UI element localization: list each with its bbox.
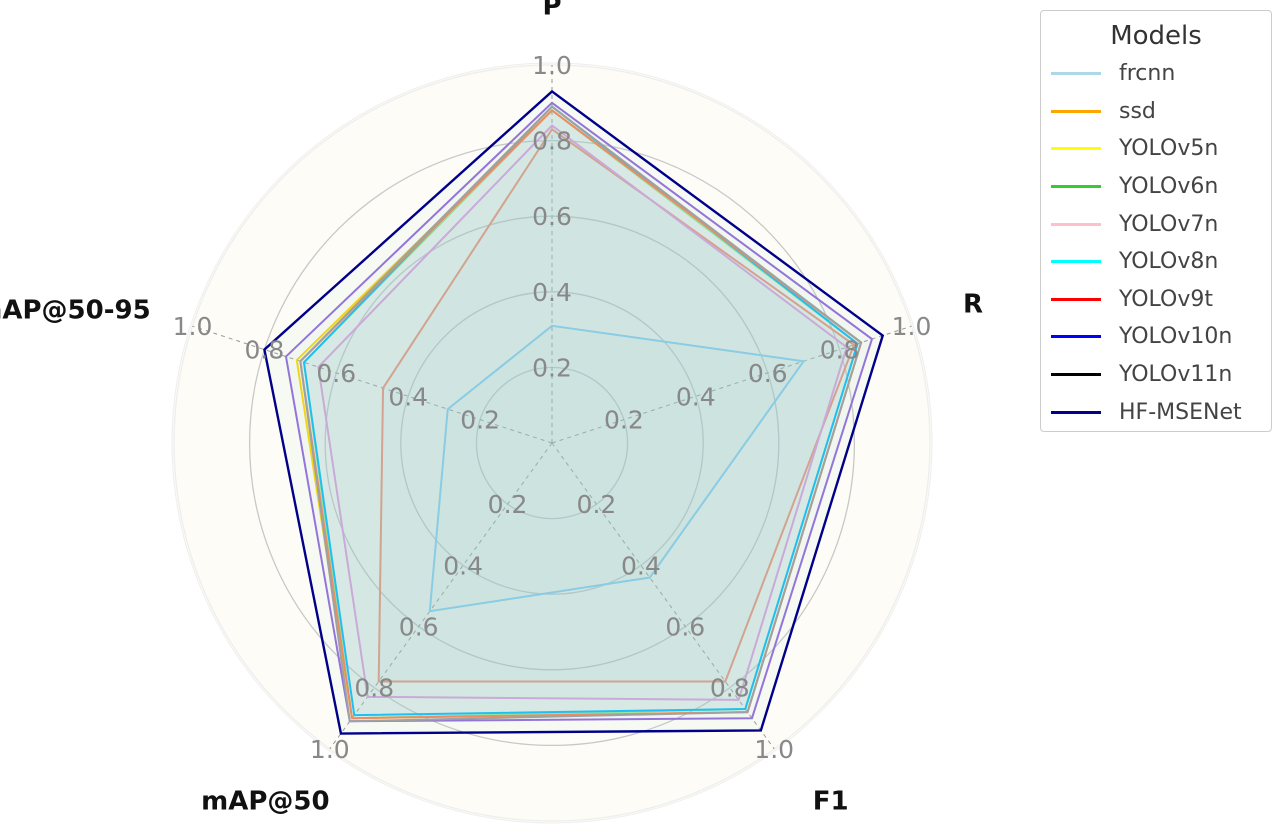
axis-label-mAP@50: mAP@50	[201, 786, 329, 816]
radial-tick-label: 0.4	[532, 278, 572, 307]
radial-tick-label: 0.2	[577, 490, 617, 519]
radial-tick-label: 0.2	[604, 406, 644, 435]
series-polygon-YOLOv8n	[302, 105, 859, 717]
radial-tick-label: 0.2	[460, 406, 500, 435]
legend-line-swatch	[1051, 335, 1101, 339]
radial-tick-label: 0.8	[354, 674, 394, 703]
radar-chart: 0.2 0.4 0.6 0.8 1.0 P 0.2 0.4 0.6 0.8 1.0 R 0.2 0.4 0.…	[0, 0, 983, 824]
series-polygon-YOLOv11n	[299, 105, 863, 723]
legend-item: YOLOv11n	[1041, 356, 1271, 394]
legend-label: YOLOv6n	[1119, 174, 1219, 200]
radial-tick-label: 0.8	[820, 336, 860, 365]
axis-label-mAP@50-95: mAP@50-95	[0, 295, 151, 325]
radial-tick-label: 0.4	[676, 382, 716, 411]
legend-label: YOLOv5n	[1119, 136, 1219, 162]
legend-item: YOLOv7n	[1041, 205, 1271, 243]
legend-label: YOLOv7n	[1119, 211, 1219, 237]
legend-label: HF-MSENet	[1119, 399, 1242, 425]
radial-tick-label: 0.2	[488, 490, 528, 519]
series-polygon-frcnn	[428, 324, 806, 613]
radial-tick-label: 1.0	[892, 312, 932, 341]
axis-line	[551, 325, 912, 444]
radial-tick-label: 1.0	[310, 735, 350, 764]
legend-item: ssd	[1041, 93, 1271, 131]
legend-item: frcnn	[1041, 55, 1271, 93]
grid-circle	[400, 291, 704, 595]
axis-line	[192, 325, 553, 444]
legend-label: YOLOv10n	[1119, 324, 1233, 350]
series-polygon-ssd	[377, 127, 856, 683]
grid-circle	[248, 139, 856, 747]
legend-item: YOLOv5n	[1041, 130, 1271, 168]
radial-tick-label: 0.6	[316, 359, 356, 388]
radial-tick-label: 0.6	[748, 359, 788, 388]
legend-item: YOLOv9t	[1041, 281, 1271, 319]
legend: Models frcnn ssd YOLOv5n YOLOv6n YOLOv7n YOLO…	[1040, 10, 1272, 432]
grid-circle	[173, 64, 931, 822]
legend-label: YOLOv9t	[1119, 286, 1213, 312]
legend-line-swatch	[1051, 222, 1101, 226]
radial-tick-label: 1.0	[754, 735, 794, 764]
legend-item: HF-MSENet	[1041, 393, 1271, 431]
radial-tick-label: 1.0	[532, 51, 572, 80]
radial-tick-label: 0.8	[245, 336, 285, 365]
legend-item: YOLOv8n	[1041, 243, 1271, 281]
radial-tick-label: 0.6	[532, 202, 572, 231]
legend-line-swatch	[1051, 109, 1101, 113]
series-polygon-YOLOv7n	[317, 124, 848, 701]
radial-tick-label: 0.6	[399, 612, 439, 641]
axis-label-P: P	[542, 0, 561, 21]
legend-label: ssd	[1119, 98, 1156, 124]
radial-tick-label: 0.4	[443, 551, 483, 580]
legend-label: YOLOv11n	[1119, 362, 1233, 388]
legend-item: YOLOv10n	[1041, 318, 1271, 356]
radial-tick-label: 1.0	[173, 312, 213, 341]
axis-label-R: R	[963, 289, 983, 319]
axis-label-F1: F1	[813, 786, 849, 816]
radial-tick-label: 0.6	[665, 612, 705, 641]
legend-label: YOLOv8n	[1119, 249, 1219, 275]
radial-tick-label: 0.8	[532, 127, 572, 156]
legend-title: Models	[1110, 21, 1202, 51]
radial-tick-label: 0.4	[621, 551, 661, 580]
axis-line	[329, 442, 553, 750]
radial-tick-label: 0.2	[532, 353, 572, 382]
legend-item: YOLOv6n	[1041, 168, 1271, 206]
legend-line-swatch	[1051, 410, 1101, 414]
radial-tick-label: 0.4	[388, 382, 428, 411]
radial-tick-label: 0.8	[710, 674, 750, 703]
legend-line-swatch	[1051, 260, 1101, 264]
legend-line-swatch	[1051, 147, 1101, 151]
legend-label: frcnn	[1119, 61, 1176, 87]
series-polygon-HF-MSENet	[263, 89, 885, 735]
legend-line-swatch	[1051, 373, 1101, 377]
axis-line	[551, 442, 775, 750]
legend-line-swatch	[1051, 72, 1101, 76]
legend-line-swatch	[1051, 185, 1101, 189]
series-polygon-YOLOv10n	[284, 101, 874, 723]
legend-line-swatch	[1051, 297, 1101, 301]
